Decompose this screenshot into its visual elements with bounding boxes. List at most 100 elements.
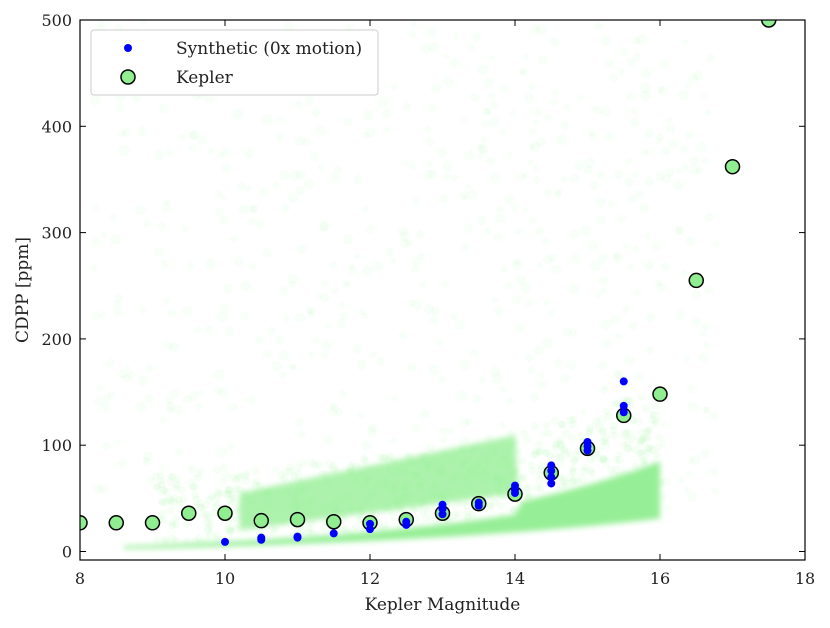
- density-point: [356, 359, 367, 371]
- density-point: [299, 458, 308, 467]
- density-point: [307, 458, 316, 467]
- density-point: [533, 176, 542, 184]
- density-point: [454, 509, 463, 518]
- density-point: [579, 467, 588, 476]
- density-point: [94, 396, 104, 407]
- x-tick-label: 8: [75, 569, 85, 588]
- density-point: [632, 245, 640, 253]
- kepler-point: [144, 515, 161, 531]
- density-point: [509, 505, 518, 514]
- density-point: [216, 489, 224, 497]
- density-point: [217, 151, 225, 160]
- density-point: [483, 107, 491, 116]
- density-point: [295, 418, 304, 427]
- density-point: [261, 114, 273, 126]
- density-point: [231, 524, 240, 533]
- density-point: [429, 315, 439, 325]
- density-point: [570, 457, 579, 466]
- y-tick-label: 500: [41, 11, 72, 30]
- density-point: [656, 282, 667, 293]
- density-point: [520, 282, 532, 293]
- density-point: [625, 396, 634, 405]
- density-point: [464, 149, 475, 161]
- density-point: [281, 204, 290, 213]
- density-point: [515, 274, 527, 286]
- density-point: [139, 306, 147, 314]
- density-point: [241, 469, 250, 478]
- density-point: [222, 490, 231, 499]
- density-point: [461, 243, 470, 252]
- density-point: [510, 110, 517, 117]
- density-point: [535, 476, 544, 485]
- density-point: [486, 501, 495, 510]
- density-point: [159, 416, 167, 424]
- density-point: [389, 257, 396, 264]
- density-point: [661, 476, 672, 487]
- density-point: [376, 453, 385, 462]
- kepler-point: [181, 505, 197, 521]
- density-point: [186, 478, 196, 488]
- kepler-point: [80, 515, 88, 531]
- density-point: [372, 261, 384, 272]
- density-point: [157, 480, 166, 489]
- density-point: [559, 450, 570, 461]
- density-point: [145, 393, 155, 403]
- density-point: [213, 531, 222, 540]
- density-point: [561, 326, 572, 337]
- density-point: [624, 443, 633, 452]
- density-point: [137, 375, 148, 387]
- density-point: [229, 473, 238, 482]
- density-point: [528, 83, 535, 90]
- density-point: [310, 152, 319, 161]
- density-point: [549, 98, 558, 107]
- density-point: [568, 420, 577, 429]
- density-point: [224, 525, 233, 534]
- density-point: [537, 461, 546, 470]
- density-point: [675, 310, 686, 320]
- density-point: [627, 263, 635, 270]
- y-tick-label: 100: [41, 436, 72, 455]
- density-point: [589, 132, 598, 141]
- density-point: [642, 435, 651, 444]
- density-point: [158, 497, 167, 506]
- density-point: [637, 428, 646, 437]
- density-point: [221, 163, 231, 173]
- density-point: [687, 457, 695, 465]
- density-point: [117, 369, 128, 379]
- density-point: [224, 486, 233, 495]
- density-point: [651, 241, 662, 252]
- density-point: [231, 485, 240, 494]
- density-point: [450, 313, 458, 321]
- density-point: [419, 409, 430, 420]
- density-point: [498, 385, 507, 394]
- density-point: [191, 491, 200, 500]
- density-point: [644, 129, 655, 139]
- density-point: [204, 523, 213, 532]
- density-point: [117, 458, 127, 468]
- density-point: [499, 422, 507, 430]
- density-point: [244, 147, 255, 159]
- density-point: [524, 298, 534, 308]
- density-point: [709, 411, 719, 420]
- legend-kepler-marker: [120, 69, 136, 85]
- density-point: [177, 485, 186, 494]
- density-point: [294, 136, 305, 147]
- density-point: [157, 485, 168, 497]
- density-point: [174, 447, 183, 456]
- density-point: [297, 244, 307, 254]
- density-point: [527, 461, 536, 470]
- density-point: [706, 53, 715, 63]
- density-point: [674, 225, 685, 235]
- kepler-point: [217, 505, 233, 521]
- density-point: [169, 388, 180, 399]
- density-point: [346, 462, 355, 471]
- density-point: [676, 167, 683, 175]
- density-point: [556, 452, 565, 461]
- density-point: [590, 104, 598, 111]
- density-point: [172, 480, 181, 489]
- density-point: [348, 460, 356, 468]
- density-point: [458, 436, 470, 447]
- density-point: [294, 463, 303, 472]
- density-point: [535, 470, 544, 479]
- density-point: [690, 454, 701, 465]
